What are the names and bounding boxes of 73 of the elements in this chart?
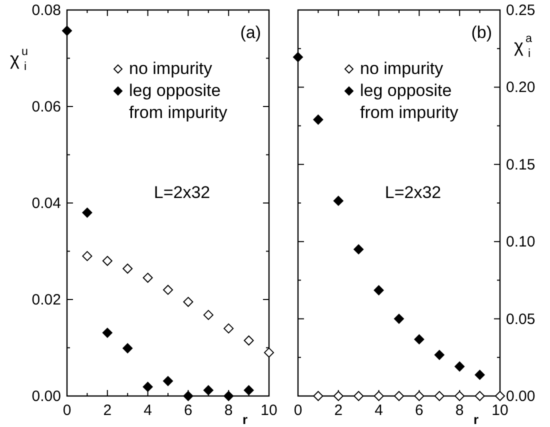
point	[454, 391, 465, 401]
point	[122, 343, 133, 354]
point	[374, 391, 384, 401]
point	[203, 385, 214, 396]
point	[293, 52, 303, 62]
x-tick-label: 0	[294, 402, 302, 419]
legend-label: no impurity	[129, 59, 213, 78]
y-tick-label: 0.06	[32, 98, 61, 116]
point	[354, 391, 364, 401]
y-tick-label: 0.25	[506, 2, 536, 19]
annotation: (b)	[471, 23, 492, 42]
point	[474, 391, 485, 401]
point	[495, 391, 505, 401]
point	[224, 323, 234, 334]
point	[454, 362, 465, 372]
point	[354, 244, 364, 254]
point	[264, 348, 274, 358]
point	[102, 328, 112, 338]
x-tick-label: 4	[374, 402, 383, 419]
point	[434, 391, 444, 401]
annotation: (a)	[240, 23, 261, 42]
x-tick-label: 6	[184, 402, 192, 419]
point	[142, 382, 153, 392]
point	[374, 285, 384, 296]
point	[224, 391, 234, 401]
point	[142, 272, 153, 283]
x-tick-label: 6	[415, 402, 424, 419]
point	[474, 370, 485, 380]
point	[434, 350, 444, 360]
point	[244, 336, 254, 346]
y-tick-label: 0.00	[506, 388, 536, 405]
x-tick-label: 2	[334, 402, 343, 419]
x-tick-label: 4	[144, 402, 152, 419]
y-tick-label: 0.00	[32, 388, 61, 405]
point	[333, 196, 344, 206]
x-tick-label: 8	[224, 402, 233, 419]
point	[183, 296, 194, 307]
legend-label: no impurity	[360, 59, 444, 78]
y-tick-label: 0.05	[506, 310, 536, 328]
point	[183, 391, 194, 401]
legend-label: leg opposite from impurity	[360, 81, 459, 122]
x-tick-label: 10	[492, 402, 508, 419]
point	[82, 251, 92, 262]
point	[394, 391, 404, 401]
y-tick-label: 0.08	[32, 2, 61, 19]
point	[414, 391, 424, 401]
y-tick-label: 0.04	[32, 195, 61, 212]
point	[163, 376, 173, 386]
point	[414, 334, 424, 344]
point	[163, 284, 173, 295]
x-tick-label: 0	[62, 402, 72, 419]
point	[203, 310, 214, 320]
x-tick-label: 2	[103, 402, 112, 419]
x-tick-label: 8	[455, 402, 464, 419]
y-tick-label: 0.02	[32, 292, 61, 308]
point	[102, 256, 112, 266]
point	[62, 26, 72, 36]
point	[394, 314, 404, 324]
point	[82, 208, 92, 218]
y-tick-label: 0.20	[506, 79, 536, 96]
point	[313, 114, 324, 125]
x-axis-title: r	[242, 412, 248, 427]
x-tick-label: 10	[260, 402, 278, 419]
y-tick-label: 0.15	[506, 156, 536, 174]
y-tick-label: 0.10	[506, 234, 536, 251]
point	[244, 385, 254, 396]
annotation: L=2x32	[154, 183, 210, 202]
point	[313, 391, 324, 401]
legend-label: leg opposite from impurity	[129, 81, 228, 122]
annotation: L=2x32	[384, 183, 442, 202]
point	[122, 264, 133, 274]
point	[333, 391, 344, 401]
x-axis-title: r	[473, 412, 479, 427]
